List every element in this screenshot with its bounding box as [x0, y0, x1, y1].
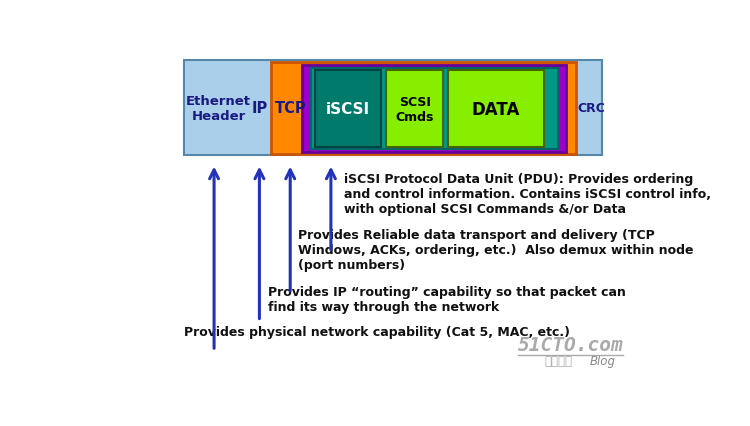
Bar [448, 71, 544, 147]
Text: TCP: TCP [274, 101, 306, 116]
Text: CRC: CRC [578, 102, 605, 115]
Text: IP: IP [251, 101, 268, 116]
Text: 51CTO.com: 51CTO.com [518, 335, 623, 354]
Text: SCSI
Cmds: SCSI Cmds [395, 95, 433, 123]
Text: iSCSI: iSCSI [326, 102, 370, 117]
Text: Provides IP “routing” capability so that packet can
find its way through the net: Provides IP “routing” capability so that… [268, 286, 626, 314]
Text: Provides Reliable data transport and delivery (TCP
Windows, ACKs, ordering, etc.: Provides Reliable data transport and del… [298, 228, 694, 271]
Bar [184, 61, 602, 156]
Text: 技术博客: 技术博客 [544, 354, 573, 368]
Text: Blog: Blog [590, 354, 615, 368]
Text: iSCSI Protocol Data Unit (PDU): Provides ordering
and control information. Conta: iSCSI Protocol Data Unit (PDU): Provides… [344, 173, 711, 216]
Text: Ethernet
Header: Ethernet Header [186, 95, 251, 123]
Bar [386, 71, 443, 147]
Bar [271, 63, 576, 155]
Bar [302, 66, 566, 152]
Bar [310, 69, 557, 150]
Bar [315, 71, 382, 147]
Text: DATA: DATA [472, 101, 520, 118]
Text: Provides physical network capability (Cat 5, MAC, etc.): Provides physical network capability (Ca… [184, 325, 570, 338]
